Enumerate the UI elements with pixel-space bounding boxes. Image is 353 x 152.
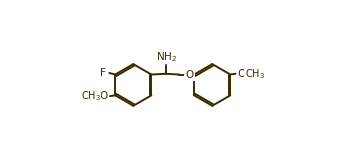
- Text: CH$_3$: CH$_3$: [80, 89, 101, 103]
- Text: NH$_2$: NH$_2$: [156, 50, 177, 64]
- Text: F: F: [101, 68, 106, 78]
- Text: O: O: [185, 69, 193, 79]
- Text: CH$_3$: CH$_3$: [245, 67, 265, 81]
- Text: O: O: [100, 91, 108, 101]
- Text: O: O: [238, 69, 246, 79]
